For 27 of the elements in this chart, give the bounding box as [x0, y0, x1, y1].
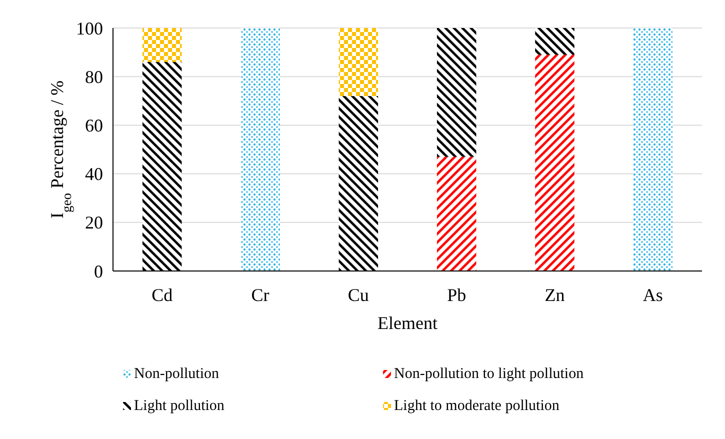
x-tick-label: Zn: [544, 285, 565, 305]
bar: [240, 28, 280, 271]
bar: [142, 62, 182, 271]
bar: [436, 156, 476, 271]
legend-label: Light to moderate pollution: [394, 398, 560, 414]
y-tick-label: 100: [76, 18, 103, 38]
bar: [535, 28, 574, 55]
x-tick-label: Pb: [447, 285, 466, 305]
y-tick-label: 0: [94, 261, 103, 282]
legend-label: Non-pollution to light pollution: [394, 366, 584, 382]
bar: [436, 28, 476, 157]
bar: [535, 54, 574, 271]
legend-label: Non-pollution: [134, 366, 220, 382]
x-tick-label: Cu: [348, 285, 369, 305]
legend-label: Light pollution: [134, 398, 225, 414]
x-tick-label: Cd: [152, 285, 173, 305]
bar: [338, 28, 378, 96]
x-axis-title: Element: [378, 313, 438, 333]
bar: [142, 28, 182, 62]
bar: [338, 96, 378, 271]
y-tick-label: 40: [85, 164, 103, 184]
y-tick-label: 20: [85, 212, 103, 233]
y-tick-label: 60: [85, 116, 103, 136]
x-tick-label: As: [642, 285, 663, 305]
bar: [633, 28, 673, 271]
x-tick-label: Cr: [251, 285, 270, 305]
y-tick-label: 80: [85, 66, 103, 87]
